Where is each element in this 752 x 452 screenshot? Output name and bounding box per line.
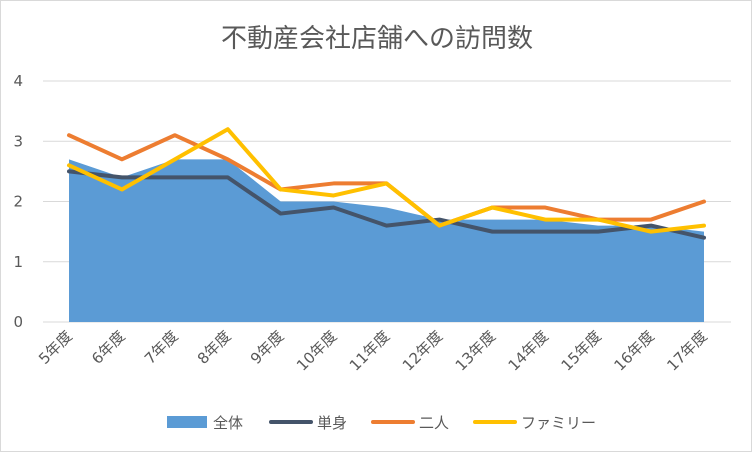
x-tick-label: 14年度 <box>505 327 552 374</box>
x-tick-label: 13年度 <box>452 327 499 374</box>
line-series <box>67 127 706 240</box>
legend-item-3: ファミリー <box>473 414 596 432</box>
x-tick-label: 15年度 <box>558 327 605 374</box>
x-tick-label: 10年度 <box>293 327 340 374</box>
y-tick-label: 0 <box>13 313 23 331</box>
x-tick-label: 9年度 <box>247 327 288 368</box>
legend-label: ファミリー <box>521 414 596 432</box>
x-tick-label: 11年度 <box>346 327 393 374</box>
area-series <box>69 159 704 322</box>
legend-swatch <box>167 416 207 428</box>
x-tick-label: 5年度 <box>35 327 76 368</box>
y-tick-label: 2 <box>13 193 23 211</box>
legend-item-1: 単身 <box>269 414 347 432</box>
area-series-0 <box>69 159 704 322</box>
legend: 全体 単身 二人 ファミリー <box>167 414 596 432</box>
legend-label: 単身 <box>317 414 347 432</box>
legend-item-0: 全体 <box>167 414 243 432</box>
x-tick-label: 6年度 <box>88 327 129 368</box>
legend-item-2: 二人 <box>371 414 449 432</box>
y-tick-label: 3 <box>13 132 23 150</box>
x-tick-label: 7年度 <box>141 327 182 368</box>
y-tick-label: 4 <box>13 72 23 90</box>
x-tick-label: 17年度 <box>663 327 710 374</box>
legend-label: 二人 <box>419 414 449 432</box>
y-tick-label: 1 <box>13 253 23 271</box>
legend-label: 全体 <box>213 414 243 432</box>
chart-title: 不動産会社店舗への訪問数 <box>221 24 533 54</box>
x-tick-label: 8年度 <box>194 327 235 368</box>
x-tick-label: 12年度 <box>399 327 446 374</box>
line-series-1 <box>67 169 706 240</box>
line-series-3 <box>67 127 706 234</box>
x-tick-label: 16年度 <box>610 327 657 374</box>
